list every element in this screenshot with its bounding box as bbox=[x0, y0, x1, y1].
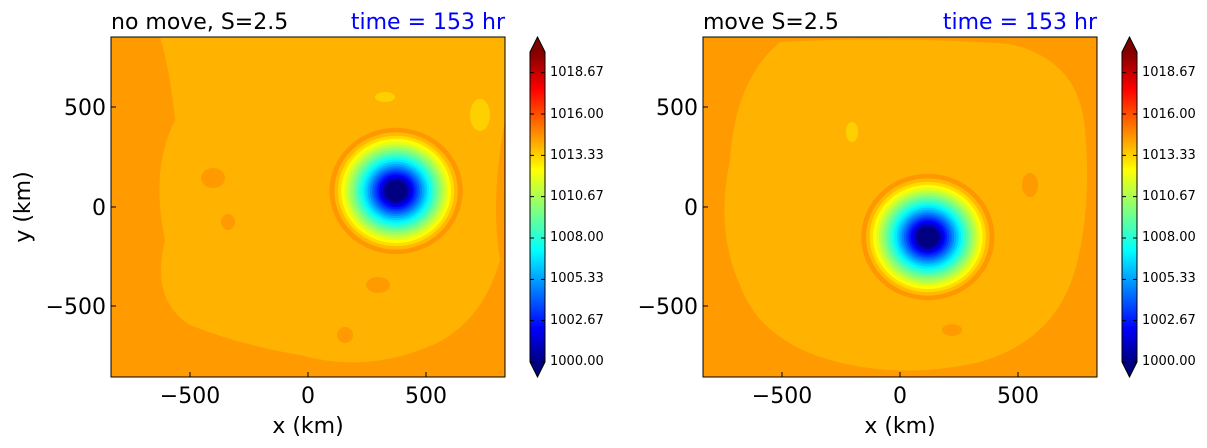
x-axis: −500 0 500 x (km) bbox=[752, 372, 1039, 439]
y-tick-label: 0 bbox=[92, 196, 106, 221]
colorbar-gradient bbox=[530, 52, 545, 362]
colorbar-tick-label: 1000.00 bbox=[1142, 354, 1196, 369]
colorbar-tick-label: 1010.67 bbox=[1142, 189, 1196, 204]
y-axis-label: y (km) bbox=[11, 171, 36, 242]
colorbar-tick-label: 1000.00 bbox=[550, 354, 604, 369]
colorbar: 1018.67 1016.00 1013.33 1010.67 1008.00 … bbox=[1121, 35, 1196, 379]
vortex bbox=[329, 127, 463, 255]
panel-move: move S=2.5 time = 153 hr −500 0 500 x (k… bbox=[638, 10, 1196, 439]
x-axis-label: x (km) bbox=[864, 414, 935, 439]
colorbar-outline bbox=[1121, 35, 1138, 379]
blob-6 bbox=[470, 99, 490, 131]
colorbar-max-extension bbox=[1122, 37, 1137, 52]
colorbar-min-extension bbox=[1122, 362, 1137, 377]
blob-1 bbox=[201, 168, 225, 188]
y-tick-label: 500 bbox=[656, 96, 698, 121]
y-tick-label: 0 bbox=[684, 196, 698, 221]
colorbar-tick-label: 1016.00 bbox=[550, 107, 604, 122]
x-tick-label: 500 bbox=[405, 384, 447, 409]
colorbar-tick-label: 1005.33 bbox=[1142, 271, 1196, 286]
colorbar-tick-label: 1013.33 bbox=[1142, 148, 1196, 163]
time-label: time = 153 hr bbox=[351, 10, 506, 35]
colorbar-tick-label: 1005.33 bbox=[550, 271, 604, 286]
pressure-contour bbox=[385, 180, 407, 202]
colorbar-min-extension bbox=[530, 362, 545, 377]
blob-3 bbox=[942, 324, 962, 336]
colorbar-tick-label: 1010.67 bbox=[550, 189, 604, 204]
panel-no-move: no move, S=2.5 time = 153 hr −500 0 500 … bbox=[11, 10, 604, 439]
colorbar-tick-label: 1018.67 bbox=[1142, 65, 1196, 80]
x-tick-label: 0 bbox=[301, 384, 315, 409]
vortex bbox=[861, 173, 995, 301]
time-label: time = 153 hr bbox=[943, 10, 1098, 35]
blob-2 bbox=[221, 214, 235, 230]
y-tick-label: 500 bbox=[64, 96, 106, 121]
blob-4 bbox=[337, 327, 353, 343]
colorbar-tick-label: 1013.33 bbox=[550, 148, 604, 163]
x-axis: −500 0 500 x (km) bbox=[160, 372, 447, 439]
colorbar-gradient bbox=[1122, 52, 1137, 362]
panel-title: no move, S=2.5 bbox=[111, 10, 288, 35]
colorbar-tick-label: 1016.00 bbox=[1142, 107, 1196, 122]
contour-plot bbox=[702, 36, 1098, 378]
blob-3 bbox=[366, 277, 390, 293]
y-tick-label: −500 bbox=[46, 295, 106, 320]
y-axis: 500 0 −500 y (km) bbox=[11, 96, 116, 320]
contour-plot bbox=[110, 36, 506, 378]
colorbar-ticks bbox=[1122, 72, 1137, 363]
y-axis: 500 0 −500 bbox=[638, 96, 708, 320]
y-tick-label: −500 bbox=[638, 295, 698, 320]
colorbar-tick-label: 1008.00 bbox=[1142, 230, 1196, 245]
x-tick-label: −500 bbox=[752, 384, 812, 409]
blob-5 bbox=[375, 92, 395, 102]
colorbar-tick-label: 1018.67 bbox=[550, 65, 604, 80]
x-tick-label: 0 bbox=[893, 384, 907, 409]
x-tick-label: −500 bbox=[160, 384, 220, 409]
colorbar-max-extension bbox=[530, 37, 545, 52]
blob-2 bbox=[1022, 173, 1038, 197]
colorbar-tick-label: 1002.67 bbox=[1142, 313, 1196, 328]
colorbar-tick-label: 1002.67 bbox=[550, 313, 604, 328]
panel-title: move S=2.5 bbox=[703, 10, 839, 35]
blob-1 bbox=[846, 122, 858, 142]
x-axis-label: x (km) bbox=[272, 414, 343, 439]
pressure-contour bbox=[917, 226, 939, 248]
x-tick-label: 500 bbox=[997, 384, 1039, 409]
colorbar-ticks bbox=[530, 72, 545, 363]
colorbar-tick-label: 1008.00 bbox=[550, 230, 604, 245]
colorbar: 1018.67 1016.00 1013.33 1010.67 1008.00 … bbox=[529, 35, 604, 379]
colorbar-outline bbox=[529, 35, 546, 379]
